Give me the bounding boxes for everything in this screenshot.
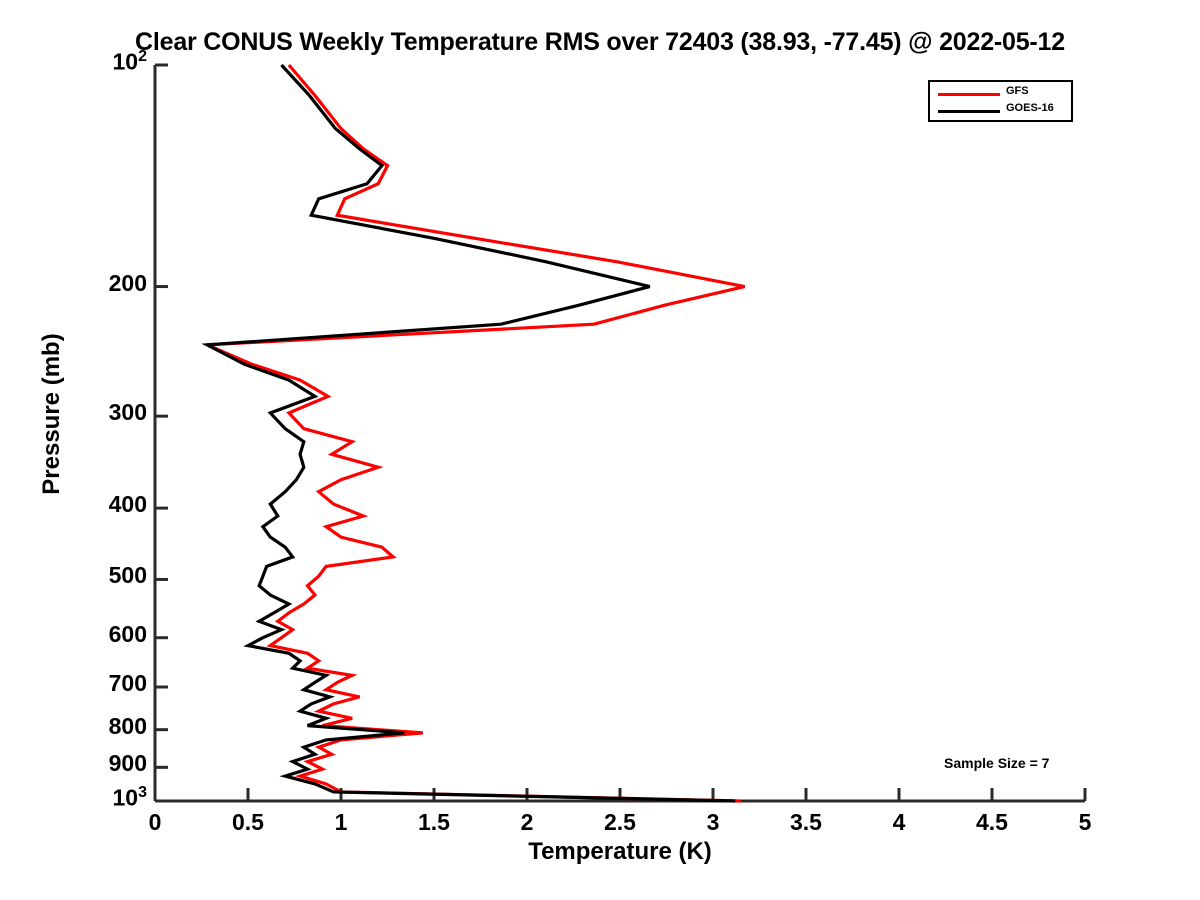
x-tick-label: 3 [706,809,720,835]
legend-entry: GOES-16 [930,102,1075,121]
x-tick-label: 2 [520,809,534,835]
y-tick-label: 800 [108,712,147,739]
x-tick-label: 1.5 [418,809,450,835]
legend-entry: GFS [930,85,1075,104]
y-tick-label: 200 [108,269,147,296]
chart-title: Clear CONUS Weekly Temperature RMS over … [135,28,1065,56]
y-tick-label: 103 [112,784,148,811]
x-tick-label: 0 [148,809,162,835]
series-line-goes-16 [201,63,736,803]
axis-lines [153,65,1085,803]
y-tick-label: 102 [112,48,148,75]
series-line-gfs [206,63,745,803]
y-tick-label: 900 [108,750,147,777]
x-tick-label: 2.5 [604,809,636,835]
y-tick-label: 600 [108,620,147,647]
data-series [201,63,745,803]
y-tick-label: 500 [108,562,147,589]
y-tick-label: 400 [108,491,147,518]
axis-ticks [153,63,1087,803]
x-axis-label: Temperature (K) [528,838,712,865]
legend: GFS GOES-16 [928,80,1073,122]
x-tick-label: 5 [1078,809,1092,835]
x-tick-label: 4 [892,809,906,835]
y-axis-label: Pressure (mb) [38,333,65,495]
legend-swatch [938,110,1000,113]
y-tick-label: 300 [108,399,147,426]
x-tick-label: 3.5 [790,809,822,835]
y-tick-label: 700 [108,669,147,696]
legend-label: GOES-16 [1006,102,1054,114]
legend-swatch [938,93,1000,96]
x-tick-label: 1 [334,809,348,835]
sample-size-annotation: Sample Size = 7 [944,755,1050,771]
x-tick-label: 0.5 [232,809,264,835]
x-tick-label: 4.5 [976,809,1008,835]
legend-label: GFS [1006,85,1029,97]
